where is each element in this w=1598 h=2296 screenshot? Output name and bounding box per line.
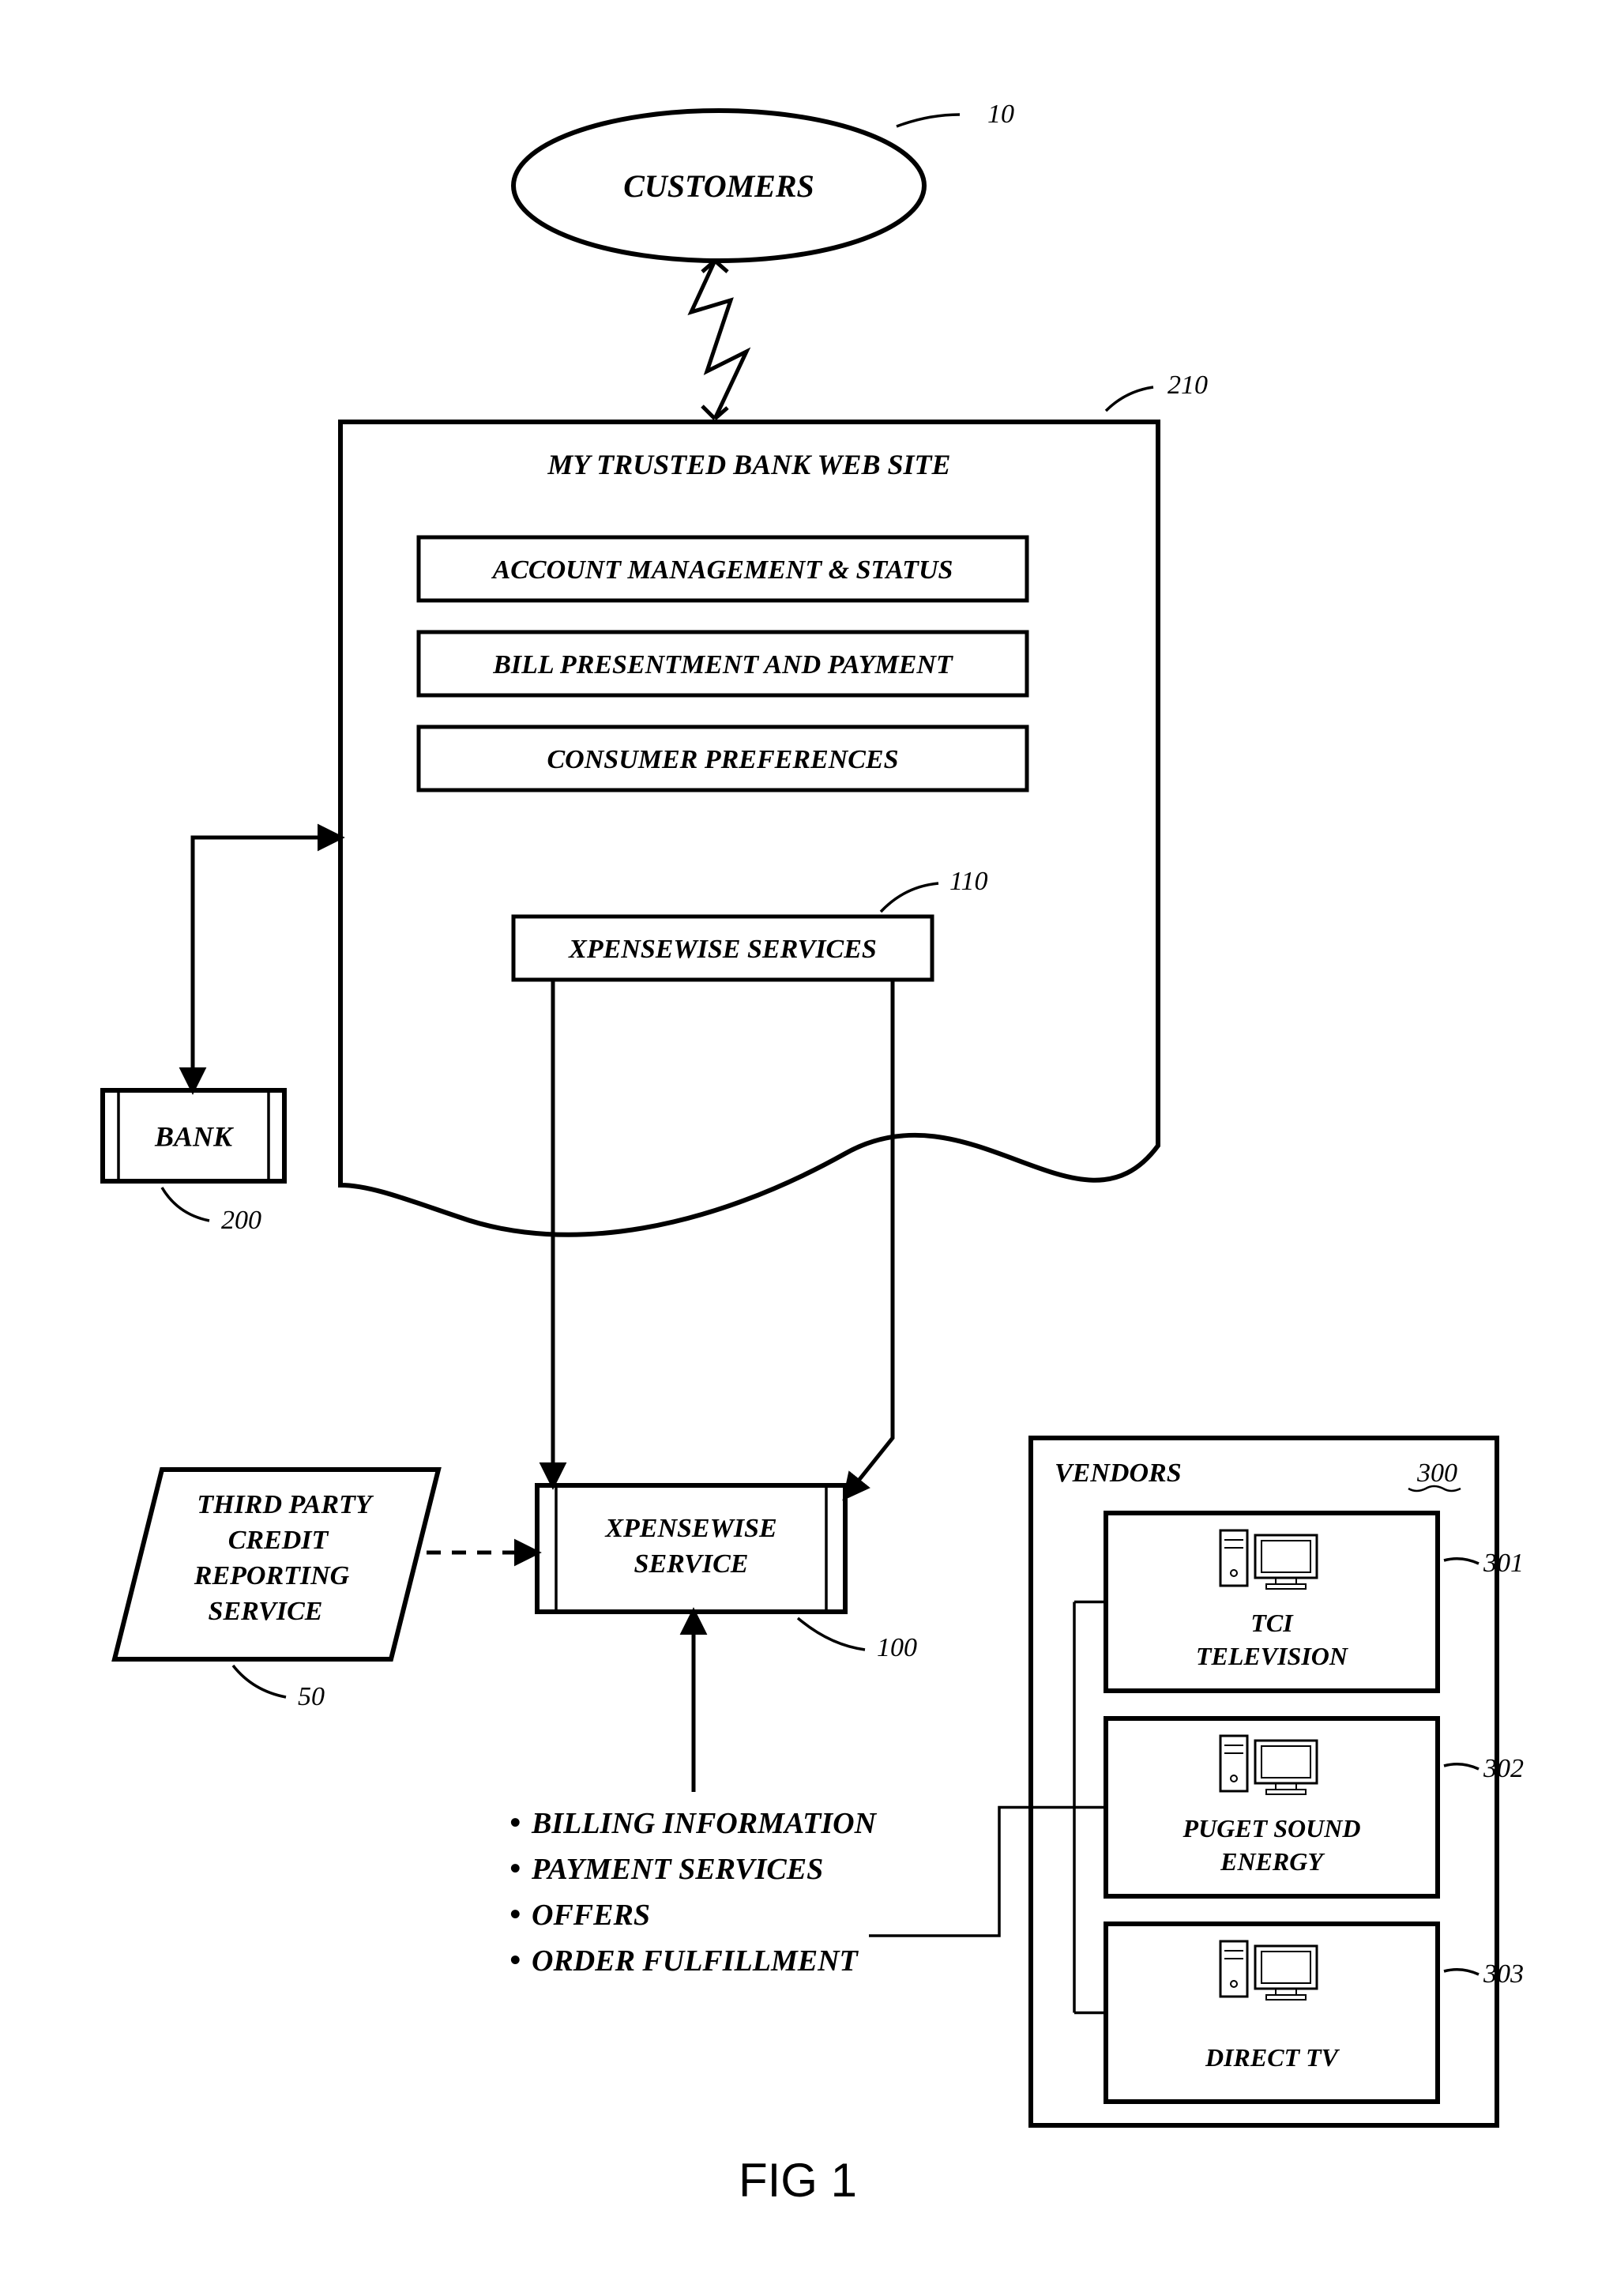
consumer-prefs-bar-label: CONSUMER PREFERENCES [547, 745, 899, 774]
third-party-l2: CREDIT [228, 1526, 329, 1555]
ref-200: 200 [221, 1206, 261, 1235]
lightning-connector [691, 261, 746, 419]
computer-icon [1220, 1530, 1317, 1589]
xpensewise-service-label2: SERVICE [634, 1549, 749, 1579]
vendor-box [1106, 1924, 1438, 2102]
third-party-l1: THIRD PARTY [197, 1490, 374, 1519]
bullet-dot: • [509, 1850, 521, 1886]
ref-50: 50 [298, 1682, 325, 1711]
ref-301: 301 [1483, 1549, 1524, 1578]
bullet-2: OFFERS [532, 1899, 650, 1932]
computer-icon [1220, 1941, 1317, 2000]
bullet-dot: • [509, 1896, 521, 1932]
bank-website-connector [193, 837, 340, 1090]
website-title: MY TRUSTED BANK WEB SITE [547, 449, 950, 480]
system-diagram: CUSTOMERS 10 MY TRUSTED BANK WEB SITE 210 AC… [0, 0, 1598, 2296]
figure-caption: FIG 1 [739, 2154, 857, 2207]
ref-303: 303 [1483, 1959, 1524, 1989]
vendor-label: TCI [1250, 1609, 1294, 1637]
customers-label: CUSTOMERS [623, 168, 814, 204]
vendor-label: PUGET SOUND [1183, 1814, 1361, 1842]
account-mgmt-bar-label: ACCOUNT MANAGEMENT & STATUS [491, 555, 953, 585]
vendors-title: VENDORS [1055, 1459, 1182, 1488]
website-panel [340, 422, 1158, 1235]
ref-210: 210 [1167, 371, 1208, 400]
bullet-3: ORDER FULFILLMENT [532, 1944, 859, 1978]
bullet-1: PAYMENT SERVICES [531, 1853, 823, 1886]
xpensewise-service-label1: XPENSEWISE [604, 1514, 776, 1543]
vendor-label: ENERGY [1220, 1847, 1325, 1876]
third-party-l3: REPORTING [194, 1561, 350, 1590]
vendor-label: DIRECT TV [1205, 2043, 1340, 2072]
xpensewise-services-label: XPENSEWISE SERVICES [568, 935, 877, 964]
leader-10 [897, 115, 960, 126]
vendor-label: TELEVISION [1196, 1642, 1349, 1670]
bullets-to-vendors [869, 1808, 1074, 1937]
ref-10: 10 [987, 100, 1014, 129]
computer-icon [1220, 1736, 1317, 1794]
bill-presentment-bar-label: BILL PRESENTMENT AND PAYMENT [492, 650, 953, 679]
bullet-dot: • [509, 1805, 521, 1840]
ref-302: 302 [1483, 1754, 1524, 1783]
ref-300: 300 [1416, 1459, 1457, 1488]
bullet-dot: • [509, 1942, 521, 1978]
bullet-0: BILLING INFORMATION [531, 1807, 878, 1840]
xpensewise-service-box [537, 1485, 845, 1612]
third-party-l4: SERVICE [209, 1597, 323, 1626]
bank-label: BANK [154, 1121, 235, 1153]
ref-110: 110 [949, 867, 987, 896]
ref-100: 100 [877, 1633, 917, 1662]
